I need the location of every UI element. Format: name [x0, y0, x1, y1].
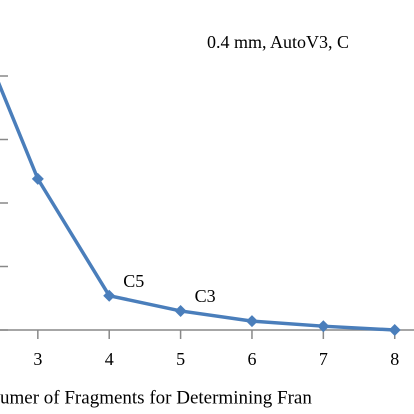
annotation: 0.4 mm, AutoV3, C [207, 32, 349, 52]
x-tick-label: 7 [319, 349, 328, 369]
x-tick-label: 6 [247, 349, 256, 369]
marker [317, 320, 330, 333]
point-label: C5 [123, 271, 144, 291]
plot [0, 81, 401, 336]
x-tick-label: 5 [176, 349, 185, 369]
marker [245, 315, 258, 328]
x-tick-label: 4 [105, 349, 114, 369]
marker [103, 289, 116, 302]
marker [388, 324, 401, 336]
x-axis-title: umer of Fragments for Determining Fran [0, 387, 312, 408]
marker [174, 304, 187, 317]
marker [31, 172, 44, 185]
point-label: C3 [195, 286, 216, 306]
x-tick-label: 3 [33, 349, 42, 369]
series-line [0, 81, 395, 332]
x-tick-label: 8 [390, 349, 399, 369]
